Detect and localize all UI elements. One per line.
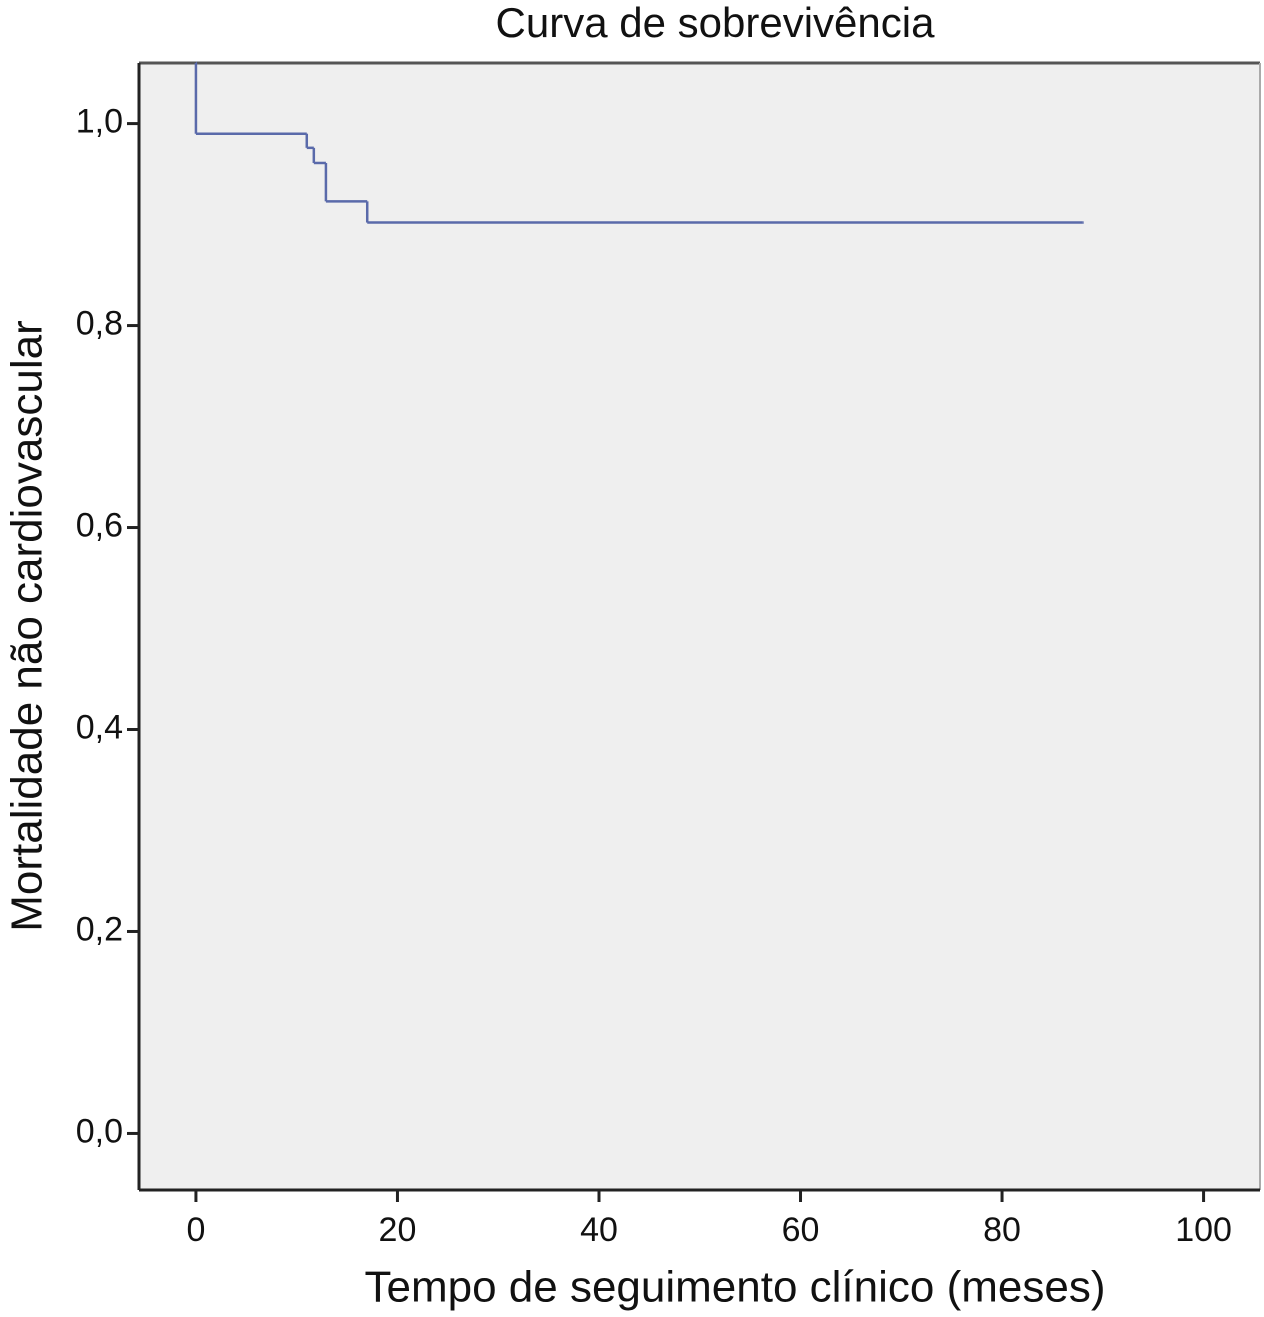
x-tick-label: 60 <box>782 1211 820 1249</box>
y-tick-label: 1,0 <box>76 103 123 141</box>
x-tick-label: 0 <box>186 1211 205 1249</box>
x-axis-label: Tempo de seguimento clínico (meses) <box>365 1263 1106 1312</box>
x-tick-label: 40 <box>580 1211 618 1249</box>
y-tick-label: 0,6 <box>76 507 123 545</box>
x-tick-label: 20 <box>379 1211 417 1249</box>
plot-area <box>139 63 1260 1190</box>
y-tick-label: 0,4 <box>76 708 123 746</box>
y-tick-label: 0,8 <box>76 305 123 343</box>
x-tick-label: 100 <box>1175 1211 1232 1249</box>
y-axis-label: Mortalidade não cardiovascular <box>3 320 52 931</box>
x-tick-label: 80 <box>983 1211 1021 1249</box>
chart-title: Curva de sobrevivência <box>496 0 936 46</box>
y-tick-label: 0,0 <box>76 1112 123 1150</box>
y-tick-label: 0,2 <box>76 910 123 948</box>
